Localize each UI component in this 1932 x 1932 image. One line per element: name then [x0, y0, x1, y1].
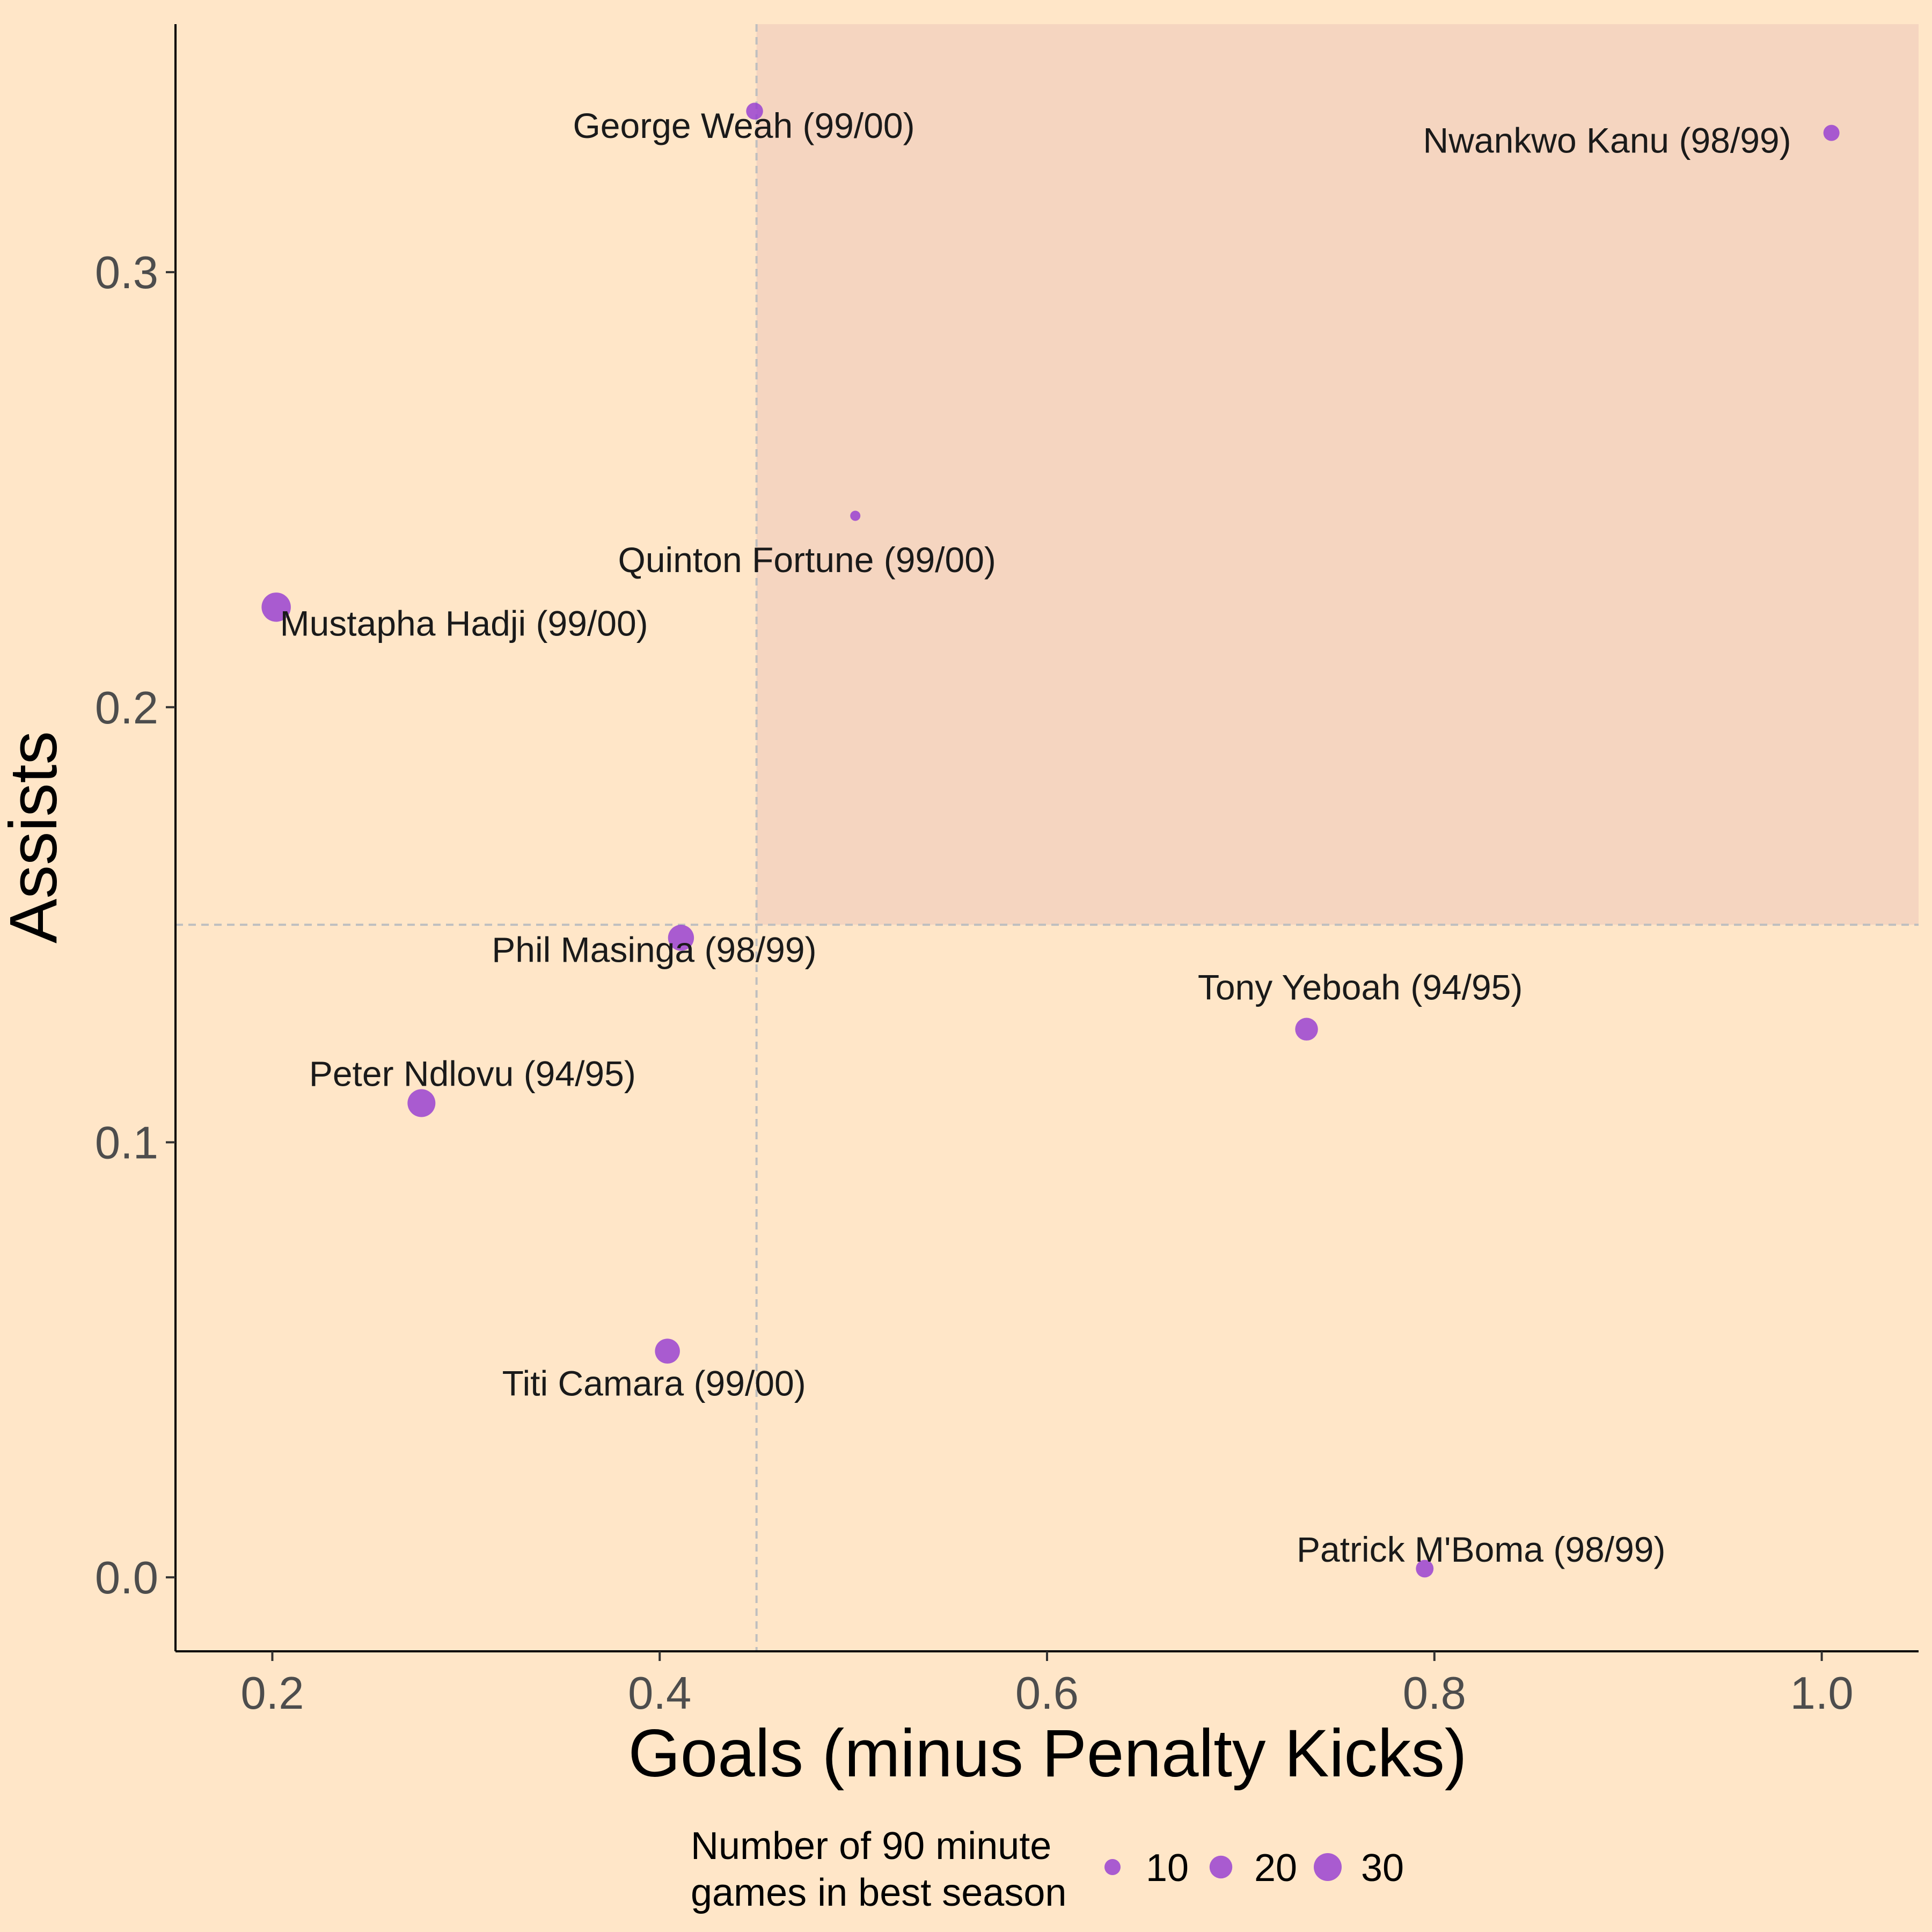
data-point — [850, 510, 861, 521]
size-legend: Number of 90 minute games in best season… — [691, 1825, 1404, 1914]
legend-label: 30 — [1361, 1847, 1404, 1890]
data-point — [407, 1089, 436, 1117]
legend-title-line-2: games in best season — [691, 1871, 1066, 1914]
data-point — [1823, 125, 1840, 141]
point-label: Peter Ndlovu (94/95) — [309, 1054, 636, 1094]
point-labels-layer: George Weah (99/00) Nwankwo Kanu (98/99) Q… — [280, 106, 1791, 1569]
points-layer — [261, 103, 1840, 1578]
y-axis-title: Assists — [0, 731, 71, 943]
point-label: Titi Camara (99/00) — [502, 1364, 806, 1403]
y-tick-label: 0.1 — [95, 1117, 158, 1168]
x-tick-label: 0.6 — [1015, 1668, 1079, 1719]
point-label: Tony Yeboah (94/95) — [1198, 968, 1523, 1007]
data-point — [746, 103, 763, 120]
y-tick-label: 0.0 — [95, 1553, 158, 1604]
x-tick-label: 0.2 — [240, 1668, 304, 1719]
y-tick-label: 0.2 — [95, 683, 158, 734]
point-label: Mustapha Hadji (99/00) — [280, 603, 648, 643]
point-label: Phil Masinga (98/99) — [492, 930, 816, 969]
legend-key — [1209, 1855, 1233, 1879]
x-axis-title: Goals (minus Penalty Kicks) — [628, 1716, 1467, 1791]
data-point — [261, 592, 291, 622]
y-tick-label: 0.3 — [95, 247, 158, 298]
legend-key — [1104, 1858, 1121, 1876]
legend-label: 20 — [1254, 1847, 1297, 1890]
y-axis-ticks: 0.0 0.1 0.2 0.3 — [95, 247, 175, 1604]
legend-label: 10 — [1146, 1847, 1189, 1890]
data-point — [655, 1338, 680, 1364]
point-label: Patrick M'Boma (98/99) — [1297, 1529, 1666, 1569]
legend-title-line-1: Number of 90 minute — [691, 1825, 1051, 1868]
legend-key — [1314, 1853, 1342, 1881]
x-axis-ticks: 0.2 0.4 0.6 0.8 1.0 — [240, 1651, 1854, 1719]
highlight-region — [756, 24, 1919, 925]
x-tick-label: 0.8 — [1403, 1668, 1466, 1719]
point-label: George Weah (99/00) — [573, 106, 914, 145]
point-label: Nwankwo Kanu (98/99) — [1423, 121, 1791, 160]
point-label: Quinton Fortune (99/00) — [618, 540, 996, 580]
data-point — [668, 925, 694, 951]
x-tick-label: 0.4 — [628, 1668, 691, 1719]
legend-entries: 10 20 30 — [1104, 1847, 1404, 1890]
x-tick-label: 1.0 — [1790, 1668, 1853, 1719]
data-point — [1295, 1018, 1318, 1041]
data-point — [1416, 1560, 1434, 1578]
